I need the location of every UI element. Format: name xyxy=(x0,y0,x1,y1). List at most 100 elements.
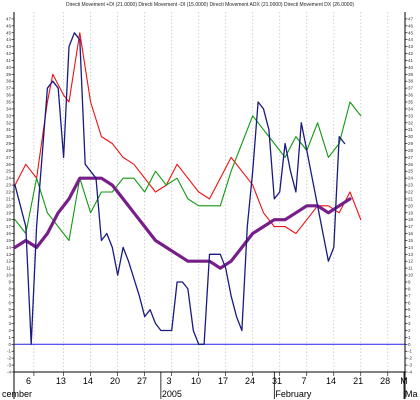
x-day-label: 14 xyxy=(83,376,93,386)
y-tick-label-left: 10 xyxy=(6,273,12,278)
y-tick-label-left: -1 xyxy=(7,349,11,354)
y-tick-label-left: 3 xyxy=(8,321,11,326)
y-tick-label-left: 29 xyxy=(6,141,12,146)
y-tick-label-left: 30 xyxy=(6,134,12,139)
right-y-axis: -4-3-2-101234567891011121314151617181920… xyxy=(405,16,414,375)
y-tick-label-left: 4 xyxy=(8,314,11,319)
y-tick-label-right: -2 xyxy=(408,356,412,361)
y-tick-label-right: 2 xyxy=(408,328,411,333)
y-tick-label-left: 28 xyxy=(6,148,12,153)
y-tick-label-right: 18 xyxy=(408,217,414,222)
x-day-label: 27 xyxy=(137,376,147,386)
adx-series-line xyxy=(13,176,352,270)
x-month-label: Ma xyxy=(405,389,418,399)
y-tick-label-left: 45 xyxy=(6,30,12,35)
y-tick-label-right: 22 xyxy=(408,190,414,195)
y-tick-label-right: 24 xyxy=(408,176,414,181)
y-tick-label-left: 42 xyxy=(6,51,12,56)
x-day-label: 14 xyxy=(326,376,336,386)
x-day-label: 28 xyxy=(380,376,390,386)
y-tick-label-right: -1 xyxy=(408,349,412,354)
y-tick-label-right: 28 xyxy=(408,148,414,153)
x-day-label: 13 xyxy=(56,376,66,386)
y-tick-label-right: 34 xyxy=(408,106,414,111)
y-tick-label-right: 31 xyxy=(408,127,414,132)
x-day-label: 10 xyxy=(191,376,201,386)
y-tick-label-left: 13 xyxy=(6,252,12,257)
y-tick-label-left: 1 xyxy=(8,335,11,340)
y-tick-label-left: 47 xyxy=(6,16,12,21)
y-tick-label-left: 18 xyxy=(6,217,12,222)
y-tick-label-right: 3 xyxy=(408,321,411,326)
y-tick-label-left: -4 xyxy=(7,370,11,375)
x-month-label: February xyxy=(275,389,312,399)
y-tick-label-left: 8 xyxy=(8,286,11,291)
y-tick-label-right: 27 xyxy=(408,155,414,160)
y-tick-label-left: 44 xyxy=(6,37,12,42)
y-tick-label-left: 39 xyxy=(6,72,12,77)
y-tick-label-right: 45 xyxy=(408,30,414,35)
y-tick-label-right: 19 xyxy=(408,210,414,215)
y-tick-label-right: 10 xyxy=(408,273,414,278)
y-tick-label-left: 0 xyxy=(8,342,11,347)
y-tick-label-left: 20 xyxy=(6,203,12,208)
y-tick-label-right: 6 xyxy=(408,300,411,305)
y-tick-label-left: 43 xyxy=(6,44,12,49)
chart-title: Directi Movement +DI (21.0000) Directi M… xyxy=(66,2,354,8)
y-tick-label-left: 27 xyxy=(6,155,12,160)
y-tick-label-right: 1 xyxy=(408,335,411,340)
y-tick-label-right: 30 xyxy=(408,134,414,139)
y-tick-label-right: 35 xyxy=(408,100,414,105)
y-tick-label-left: 38 xyxy=(6,79,12,84)
y-tick-label-right: 20 xyxy=(408,203,414,208)
y-tick-label-right: 21 xyxy=(408,196,414,201)
series-layer xyxy=(13,32,362,345)
y-tick-label-left: 21 xyxy=(6,196,12,201)
y-tick-label-right: 11 xyxy=(408,266,413,271)
y-tick-label-right: 26 xyxy=(408,162,414,167)
y-tick-label-left: 23 xyxy=(6,183,12,188)
y-tick-label-right: 37 xyxy=(408,86,414,91)
y-tick-label-left: 32 xyxy=(6,120,12,125)
minus-di-series-line xyxy=(14,101,362,242)
y-tick-label-left: 36 xyxy=(6,93,12,98)
y-tick-label-left: -3 xyxy=(7,363,11,368)
y-tick-label-right: 40 xyxy=(408,65,414,70)
x-day-label: 6 xyxy=(26,376,31,386)
y-tick-label-right: 4 xyxy=(408,314,411,319)
y-tick-label-left: 40 xyxy=(6,65,12,70)
y-tick-label-right: 9 xyxy=(408,280,411,285)
y-tick-label-left: 19 xyxy=(6,210,12,215)
x-day-label: 21 xyxy=(353,376,363,386)
y-tick-label-left: 14 xyxy=(6,245,12,250)
y-tick-label-left: 26 xyxy=(6,162,12,167)
y-tick-label-left: 35 xyxy=(6,100,12,105)
y-tick-label-right: 8 xyxy=(408,286,411,291)
y-tick-label-right: 39 xyxy=(408,72,414,77)
y-tick-label-right: 0 xyxy=(408,342,411,347)
y-tick-label-left: 33 xyxy=(6,113,12,118)
y-tick-label-left: 31 xyxy=(6,127,12,132)
y-tick-label-left: 12 xyxy=(6,259,12,264)
y-tick-label-right: -3 xyxy=(408,363,412,368)
x-day-label: 20 xyxy=(110,376,120,386)
y-tick-label-left: 2 xyxy=(8,328,11,333)
y-tick-label-left: 46 xyxy=(6,23,12,28)
x-day-label: 17 xyxy=(218,376,228,386)
y-tick-label-right: 15 xyxy=(408,238,414,243)
y-tick-label-right: -4 xyxy=(408,370,412,375)
y-tick-label-right: 47 xyxy=(408,16,414,21)
y-tick-label-right: 5 xyxy=(408,307,411,312)
y-tick-label-left: 22 xyxy=(6,190,12,195)
y-tick-label-right: 33 xyxy=(408,113,414,118)
y-tick-label-left: 25 xyxy=(6,169,12,174)
y-tick-label-left: 24 xyxy=(6,176,12,181)
plot-frame xyxy=(13,12,406,399)
y-tick-label-right: 14 xyxy=(408,245,414,250)
y-tick-label-left: 9 xyxy=(8,280,11,285)
y-tick-label-right: 29 xyxy=(408,141,414,146)
y-tick-label-right: 32 xyxy=(408,120,414,125)
y-tick-label-right: 46 xyxy=(408,23,414,28)
